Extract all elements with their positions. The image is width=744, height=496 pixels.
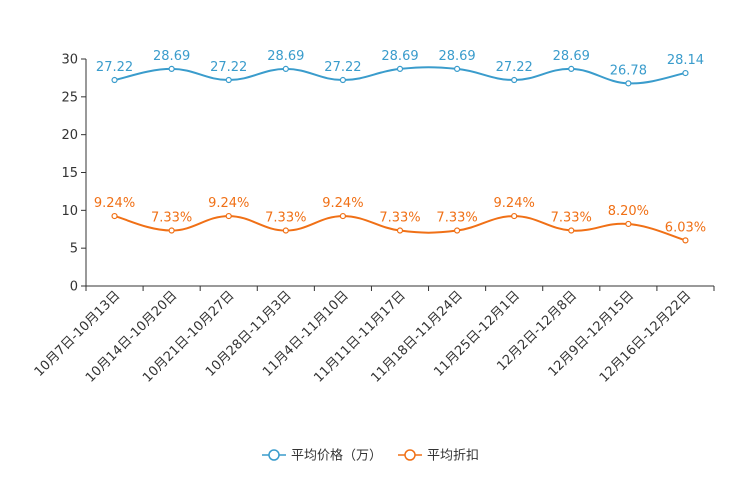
data-point [282,227,289,234]
data-point [339,212,347,220]
y-tick-label: 25 [61,90,78,105]
data-point [511,76,518,84]
data-point [111,212,118,220]
legend-item-0[interactable]: 平均价格（万） [262,448,382,464]
data-label: 8.20% [608,204,649,219]
data-point [568,65,575,73]
data-point [396,65,404,73]
data-label: 28.69 [381,49,418,64]
data-label: 7.33% [551,211,592,226]
data-point [282,65,289,73]
y-tick-label: 10 [61,204,78,219]
data-label: 27.22 [324,60,361,75]
data-label: 28.69 [267,49,304,64]
data-label: 27.22 [96,60,133,75]
data-label: 9.24% [94,196,135,211]
data-point [511,212,518,220]
data-label: 9.24% [494,196,535,211]
data-label: 7.33% [265,211,306,226]
data-point [568,227,575,234]
data-point [168,227,175,234]
data-point [111,76,118,84]
data-label: 9.24% [322,196,363,211]
data-label: 28.14 [667,53,704,68]
data-point [453,227,461,234]
data-label: 28.69 [553,49,590,64]
series-group: 27.22 28.69 27.22 28.69 27.22 28.69 28.69 27.22… [94,49,706,244]
data-label: 27.22 [210,60,247,75]
data-point [339,76,347,84]
data-point [225,212,232,220]
data-point [168,65,175,73]
y-tick-label: 20 [61,128,78,143]
data-point [225,76,232,84]
y-tick-label: 15 [61,166,78,181]
data-label: 26.78 [610,63,647,78]
data-point [625,220,632,228]
data-label: 28.69 [153,49,190,64]
data-point [682,69,689,77]
data-label: 28.69 [438,49,475,64]
legend[interactable]: 平均价格（万） 平均折扣 [262,448,479,464]
y-tick-label: 5 [70,242,78,257]
axes: 05101520253010月7日-10月13日10月14日-10月20日10月… [32,53,715,386]
data-point [625,80,632,87]
data-point [396,227,404,234]
data-label: 9.24% [208,196,249,211]
legend-marker-icon [404,449,416,461]
y-tick-label: 0 [70,280,78,295]
series-line-1 [114,215,686,242]
data-label: 7.33% [151,211,192,226]
data-point [682,237,689,244]
y-tick-label: 30 [61,53,78,68]
data-label: 6.03% [665,220,706,235]
legend-label: 平均价格（万） [291,448,382,464]
legend-item-1[interactable]: 平均折扣 [398,449,479,464]
legend-label: 平均折扣 [427,449,479,464]
data-label: 7.33% [379,211,420,226]
data-label: 27.22 [496,60,533,75]
data-point [453,65,461,73]
legend-marker-icon [268,449,280,461]
data-label: 7.33% [436,211,477,226]
